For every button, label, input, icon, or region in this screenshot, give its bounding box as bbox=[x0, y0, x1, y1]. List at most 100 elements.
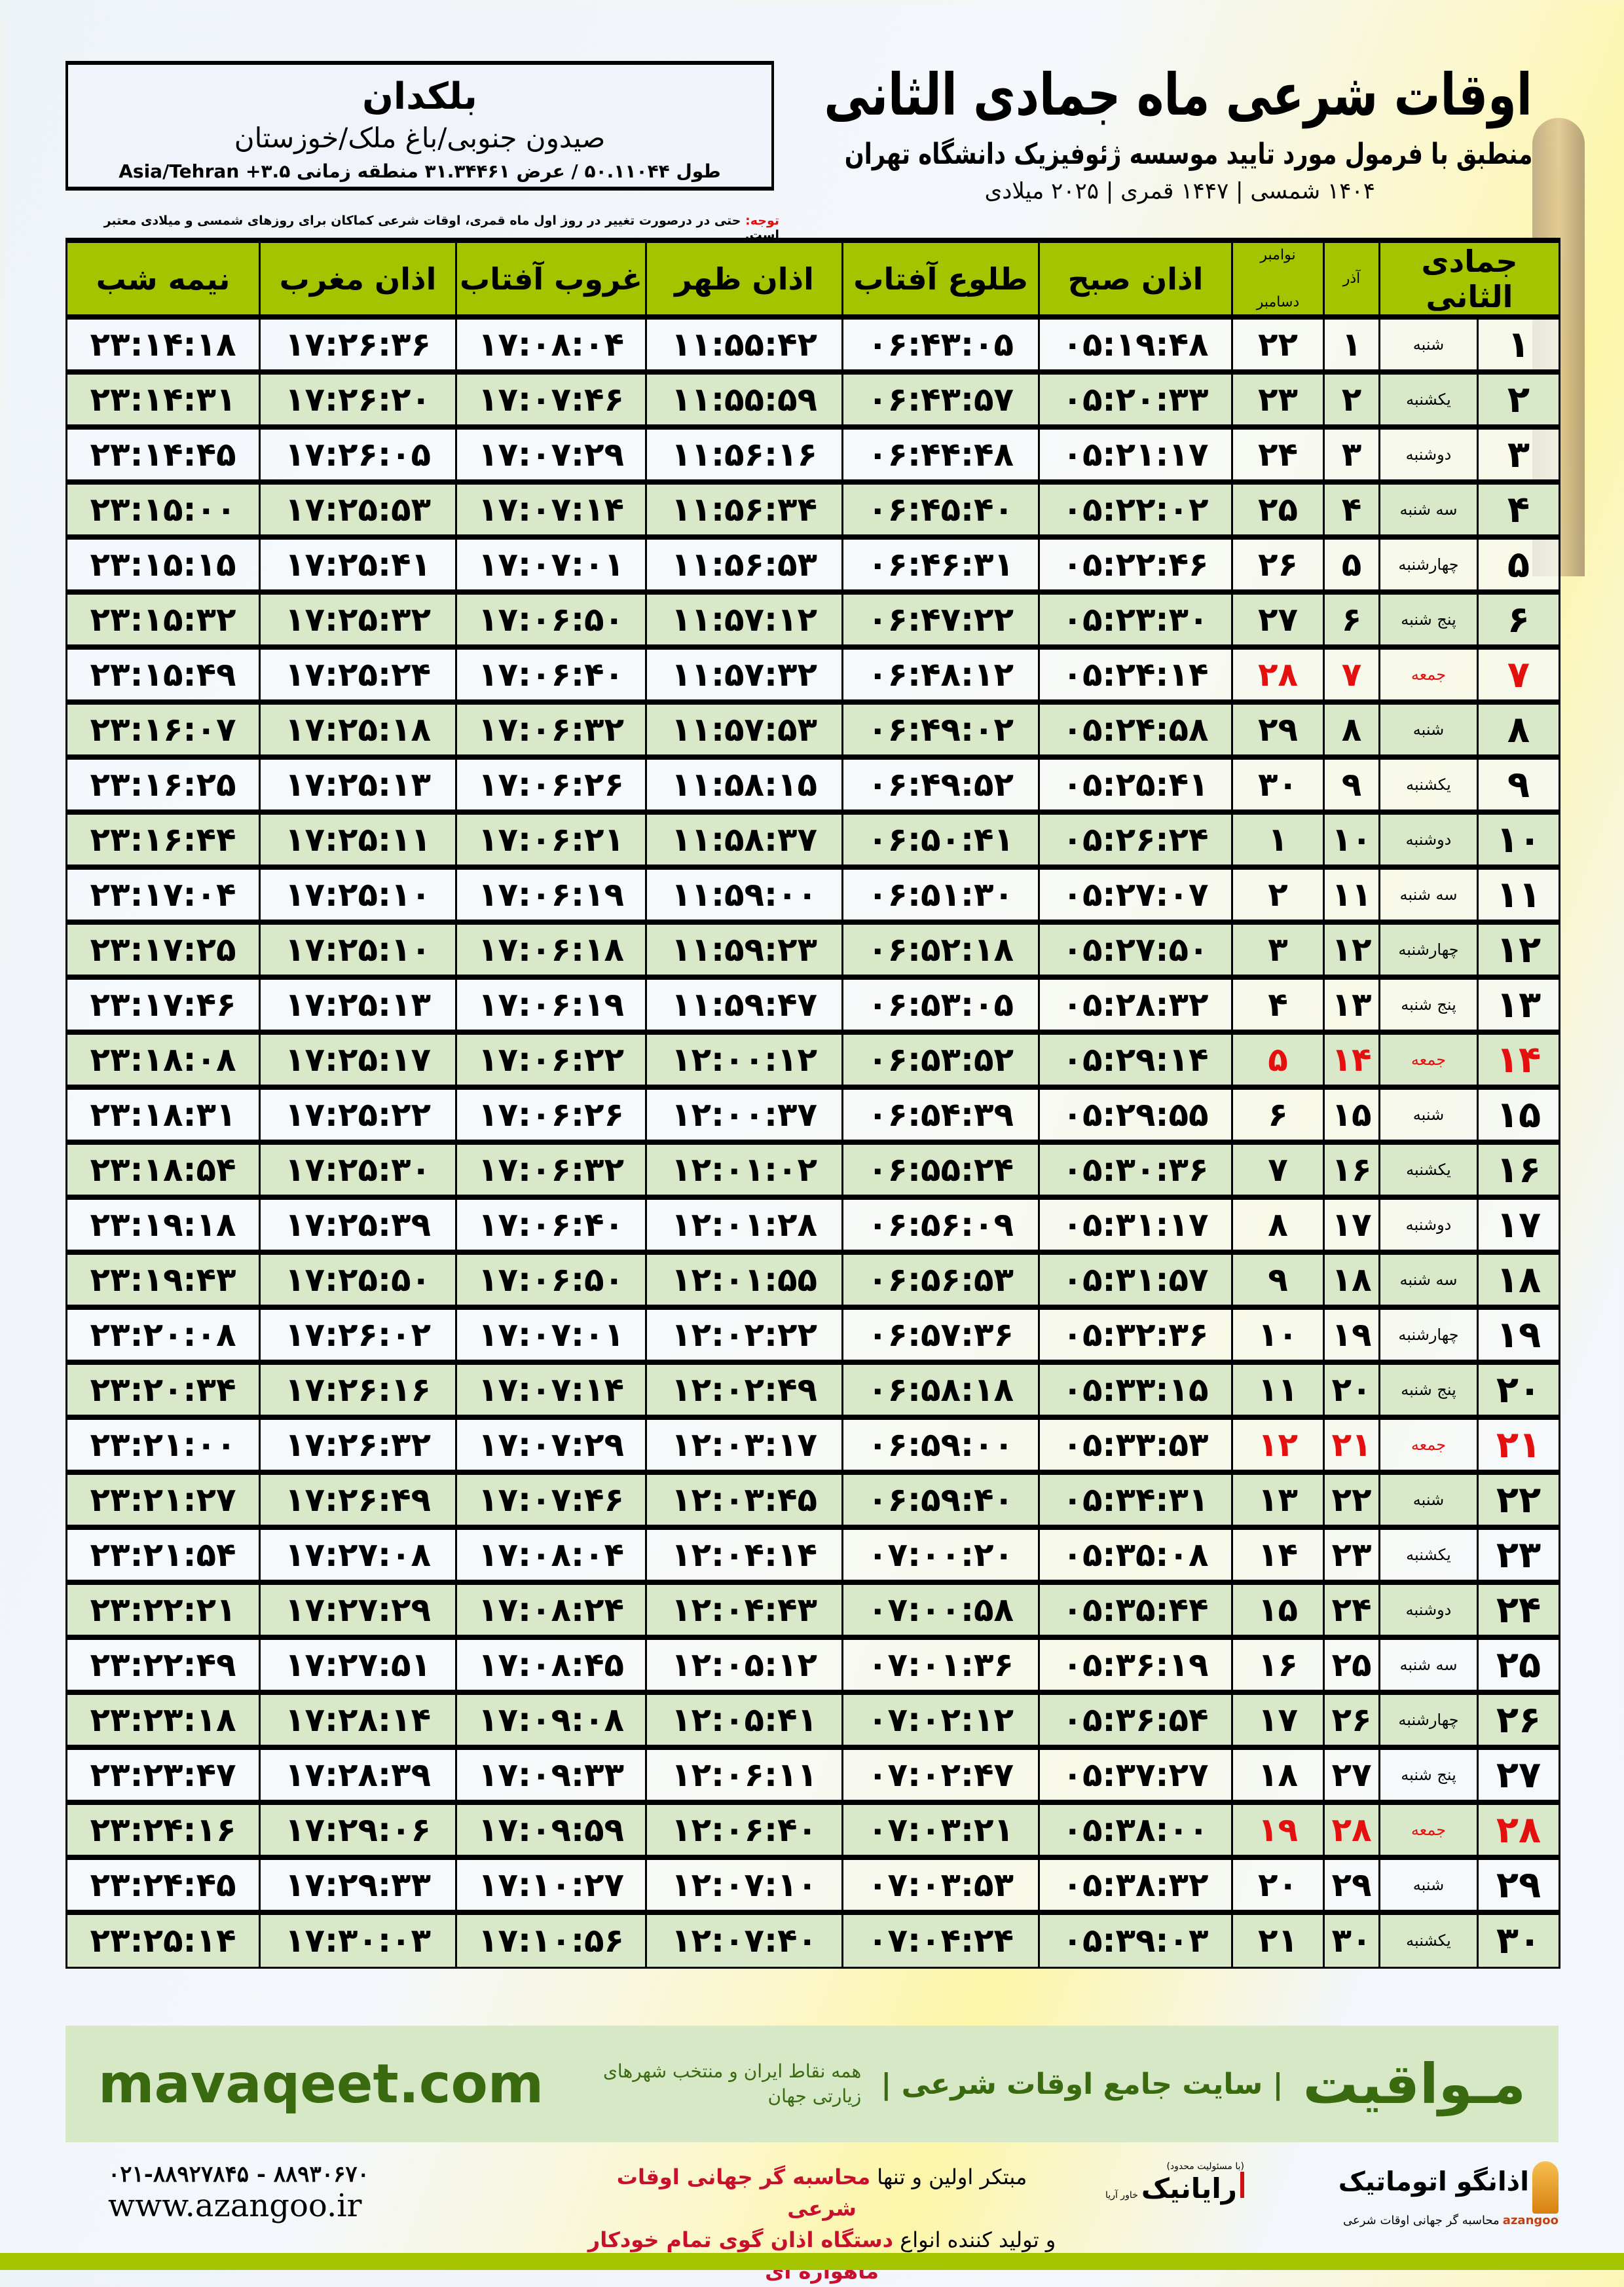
cell-weekday: سه شنبه bbox=[1378, 865, 1479, 923]
mavaqeet-subtitle: همه نقاط ایران و منتخب شهرهای زیارتی جها… bbox=[603, 2060, 862, 2107]
azangoo-latin: azangoo bbox=[1502, 2214, 1559, 2227]
cell-midnight: ۲۳:۱۴:۳۱ bbox=[65, 369, 261, 428]
cell-fajr: ۰۵:۲۵:۴۱ bbox=[1038, 754, 1233, 813]
cell-midnight: ۲۳:۱۵:۰۰ bbox=[65, 479, 261, 538]
cell-day-number: ۵ bbox=[1477, 534, 1561, 593]
cell-gregorian: ۳ bbox=[1231, 920, 1325, 978]
mavaqeet-url[interactable]: mavaqeet.com bbox=[98, 2053, 544, 2115]
header-december: دسامبر bbox=[1256, 294, 1300, 310]
table-row: ۱۲ چهارشنبه ۱۲ ۳ ۰۵:۲۷:۵۰ ۰۶:۵۲:۱۸ ۱۱:۵۹:۲۳ ۱۷:… bbox=[65, 920, 1561, 978]
page-subtitle: منطبق با فرمول مورد تایید موسسه ژئوفیزیک… bbox=[844, 138, 1532, 171]
cell-sunrise: ۰۶:۴۶:۳۱ bbox=[841, 534, 1040, 593]
azangoo-website[interactable]: www.azangoo.ir bbox=[108, 2187, 362, 2224]
header-fajr: اذان صبح bbox=[1038, 238, 1233, 318]
cell-sunset: ۱۷:۰۹:۵۹ bbox=[455, 1800, 647, 1859]
cell-weekday: شنبه bbox=[1378, 1855, 1479, 1914]
cell-fajr: ۰۵:۳۲:۳۶ bbox=[1038, 1305, 1233, 1364]
header-gregorian: نوامبر دسامبر bbox=[1231, 238, 1325, 318]
cell-maghrib: ۱۷:۲۵:۱۸ bbox=[259, 699, 457, 758]
cell-maghrib: ۱۷:۲۶:۴۹ bbox=[259, 1470, 457, 1529]
cell-midnight: ۲۳:۱۶:۲۵ bbox=[65, 754, 261, 813]
cell-dhuhr: ۱۲:۰۵:۱۲ bbox=[645, 1635, 843, 1694]
cell-azar: ۱ bbox=[1323, 314, 1380, 373]
cell-gregorian: ۲ bbox=[1231, 865, 1325, 923]
cell-day-number: ۲۰ bbox=[1477, 1360, 1561, 1419]
cell-weekday: جمعه bbox=[1378, 644, 1479, 703]
header-midnight: نیمه شب bbox=[65, 238, 261, 318]
cell-sunrise: ۰۶:۴۳:۵۷ bbox=[841, 369, 1040, 428]
cell-dhuhr: ۱۱:۵۵:۵۹ bbox=[645, 369, 843, 428]
cell-dhuhr: ۱۲:۰۴:۴۳ bbox=[645, 1580, 843, 1639]
table-row: ۲۹ شنبه ۲۹ ۲۰ ۰۵:۳۸:۳۲ ۰۷:۰۳:۵۳ ۱۲:۰۷:۱۰ ۱۷:۱۰:… bbox=[65, 1855, 1561, 1914]
cell-dhuhr: ۱۱:۵۷:۵۳ bbox=[645, 699, 843, 758]
footer-line1-a: مبتکر اولین و تنها bbox=[870, 2165, 1027, 2189]
cell-gregorian: ۶ bbox=[1231, 1085, 1325, 1144]
cell-sunset: ۱۷:۰۶:۲۲ bbox=[455, 1030, 647, 1088]
cell-midnight: ۲۳:۱۶:۴۴ bbox=[65, 809, 261, 868]
cell-sunrise: ۰۶:۵۶:۵۳ bbox=[841, 1250, 1040, 1309]
cell-sunset: ۱۷:۰۷:۴۶ bbox=[455, 369, 647, 428]
cell-sunset: ۱۷:۰۶:۳۲ bbox=[455, 699, 647, 758]
cell-midnight: ۲۳:۱۴:۴۵ bbox=[65, 424, 261, 483]
cell-sunrise: ۰۶:۴۳:۰۵ bbox=[841, 314, 1040, 373]
cell-day-number: ۲۲ bbox=[1477, 1470, 1561, 1529]
cell-weekday: چهارشنبه bbox=[1378, 920, 1479, 978]
azangoo-sub: محاسبه گر جهانی اوقات شرعی bbox=[1343, 2214, 1500, 2227]
cell-fajr: ۰۵:۲۲:۰۲ bbox=[1038, 479, 1233, 538]
page-header: اوقات شرعی ماه جمادی الثانی منطبق با فرم… bbox=[799, 59, 1532, 207]
cell-maghrib: ۱۷:۲۵:۱۷ bbox=[259, 1030, 457, 1088]
cell-weekday: سه شنبه bbox=[1378, 479, 1479, 538]
cell-gregorian: ۲۵ bbox=[1231, 479, 1325, 538]
cell-azar: ۱۹ bbox=[1323, 1305, 1380, 1364]
cell-maghrib: ۱۷:۲۶:۰۵ bbox=[259, 424, 457, 483]
cell-sunrise: ۰۶:۴۹:۵۲ bbox=[841, 754, 1040, 813]
cell-fajr: ۰۵:۳۶:۵۴ bbox=[1038, 1690, 1233, 1749]
table-row: ۳۰ یکشنبه ۳۰ ۲۱ ۰۵:۳۹:۰۳ ۰۷:۰۴:۲۴ ۱۲:۰۷:۴۰ ۱۷:۱… bbox=[65, 1910, 1561, 1969]
cell-day-number: ۳ bbox=[1477, 424, 1561, 483]
year-dates: ۱۴۰۴ شمسی | ۱۴۴۷ قمری | ۲۰۲۵ میلادی bbox=[984, 178, 1375, 204]
cell-weekday: یکشنبه bbox=[1378, 369, 1479, 428]
cell-midnight: ۲۳:۲۲:۲۱ bbox=[65, 1580, 261, 1639]
page-title: اوقات شرعی ماه جمادی الثانی bbox=[824, 61, 1532, 128]
cell-gregorian: ۲۸ bbox=[1231, 644, 1325, 703]
cell-sunrise: ۰۶:۵۶:۰۹ bbox=[841, 1195, 1040, 1254]
cell-day-number: ۷ bbox=[1477, 644, 1561, 703]
table-row: ۱۹ چهارشنبه ۱۹ ۱۰ ۰۵:۳۲:۳۶ ۰۶:۵۷:۳۶ ۱۲:۰۲:۲۲ ۱۷… bbox=[65, 1305, 1561, 1364]
cell-sunset: ۱۷:۰۷:۱۴ bbox=[455, 479, 647, 538]
cell-sunrise: ۰۶:۴۸:۱۲ bbox=[841, 644, 1040, 703]
cell-day-number: ۴ bbox=[1477, 479, 1561, 538]
cell-dhuhr: ۱۲:۰۴:۱۴ bbox=[645, 1525, 843, 1584]
table-row: ۱۷ دوشنبه ۱۷ ۸ ۰۵:۳۱:۱۷ ۰۶:۵۶:۰۹ ۱۲:۰۱:۲۸ ۱۷:۰۶… bbox=[65, 1195, 1561, 1254]
cell-fajr: ۰۵:۲۶:۲۴ bbox=[1038, 809, 1233, 868]
header-maghrib: اذان مغرب bbox=[259, 238, 457, 318]
cell-maghrib: ۱۷:۲۷:۲۹ bbox=[259, 1580, 457, 1639]
table-row: ۱۳ پنج شنبه ۱۳ ۴ ۰۵:۲۸:۳۲ ۰۶:۵۳:۰۵ ۱۱:۵۹:۴۷ ۱۷:… bbox=[65, 975, 1561, 1033]
cell-weekday: یکشنبه bbox=[1378, 1525, 1479, 1584]
azangoo-logo: اذانگو اتوماتیک azangoo محاسبه گر جهانی … bbox=[1336, 2161, 1559, 2227]
cell-sunset: ۱۷:۰۹:۰۸ bbox=[455, 1690, 647, 1749]
cell-dhuhr: ۱۲:۰۶:۴۰ bbox=[645, 1800, 843, 1859]
table-row: ۱ شنبه ۱ ۲۲ ۰۵:۱۹:۴۸ ۰۶:۴۳:۰۵ ۱۱:۵۵:۴۲ ۱۷:۰۸:۰۴… bbox=[65, 314, 1561, 373]
cell-sunset: ۱۷:۰۷:۱۴ bbox=[455, 1360, 647, 1419]
table-row: ۲۱ جمعه ۲۱ ۱۲ ۰۵:۳۳:۵۳ ۰۶:۵۹:۰۰ ۱۲:۰۳:۱۷ ۱۷:۰۷:… bbox=[65, 1415, 1561, 1474]
cell-weekday: جمعه bbox=[1378, 1030, 1479, 1088]
cell-sunrise: ۰۷:۰۱:۳۶ bbox=[841, 1635, 1040, 1694]
cell-azar: ۱۸ bbox=[1323, 1250, 1380, 1309]
cell-azar: ۶ bbox=[1323, 589, 1380, 648]
cell-sunrise: ۰۶:۴۹:۰۲ bbox=[841, 699, 1040, 758]
cell-weekday: پنج شنبه bbox=[1378, 1745, 1479, 1804]
cell-day-number: ۱۴ bbox=[1477, 1030, 1561, 1088]
cell-weekday: دوشنبه bbox=[1378, 1195, 1479, 1254]
cell-gregorian: ۱۷ bbox=[1231, 1690, 1325, 1749]
cell-weekday: پنج شنبه bbox=[1378, 589, 1479, 648]
cell-sunset: ۱۷:۰۷:۴۶ bbox=[455, 1470, 647, 1529]
table-row: ۵ چهارشنبه ۵ ۲۶ ۰۵:۲۲:۴۶ ۰۶:۴۶:۳۱ ۱۱:۵۶:۵۳ ۱۷:۰… bbox=[65, 534, 1561, 593]
cell-sunset: ۱۷:۰۷:۲۹ bbox=[455, 424, 647, 483]
cell-gregorian: ۲۶ bbox=[1231, 534, 1325, 593]
cell-maghrib: ۱۷:۲۵:۴۱ bbox=[259, 534, 457, 593]
cell-day-number: ۲۸ bbox=[1477, 1800, 1561, 1859]
azangoo-name: اذانگو اتوماتیک bbox=[1338, 2166, 1529, 2197]
cell-azar: ۹ bbox=[1323, 754, 1380, 813]
cell-maghrib: ۱۷:۲۶:۲۰ bbox=[259, 369, 457, 428]
cell-weekday: دوشنبه bbox=[1378, 1580, 1479, 1639]
